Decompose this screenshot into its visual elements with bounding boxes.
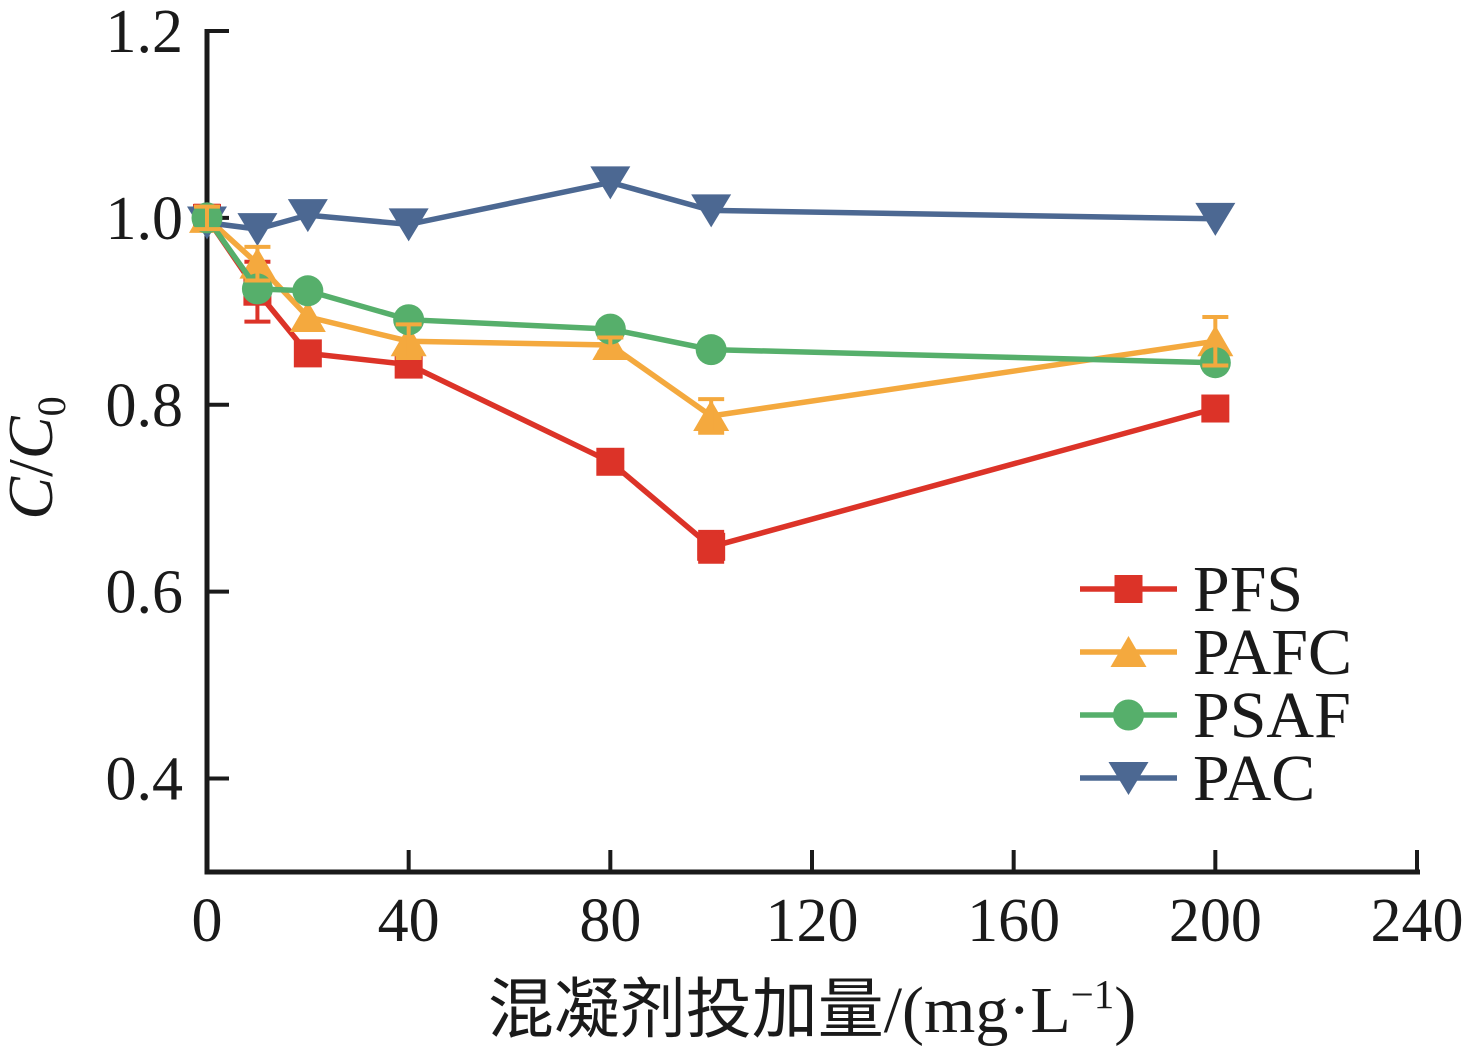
- series-markers-PAC: [187, 166, 1236, 247]
- x-tick-label-120: 120: [766, 887, 859, 955]
- x-axis-label: 混凝剂投加量/(mg·L−1): [488, 971, 1137, 1047]
- y-tick-label-0.4: 0.4: [106, 746, 184, 814]
- point-PFS-200: [1201, 394, 1230, 423]
- y-tick-label-1: 1.0: [106, 185, 184, 253]
- y-axis-label: C/C0: [0, 396, 74, 519]
- legend-item-PAFC: PAFC: [1080, 616, 1352, 689]
- y-axis-ticks: 0.4 0.6 0.8 1.0 1.2: [106, 0, 229, 814]
- series-markers-PSAF: [191, 202, 1231, 379]
- point-PFS-100: [697, 532, 726, 561]
- series-markers-PAFC: [189, 201, 1234, 431]
- point-PSAF-100: [695, 334, 727, 366]
- x-tick-label-80: 80: [579, 887, 641, 955]
- x-tick-label-40: 40: [378, 887, 440, 955]
- point-PAFC-20: [289, 300, 326, 332]
- legend-item-PSAF: PSAF: [1080, 679, 1351, 752]
- y-tick-label-0.6: 0.6: [106, 559, 184, 627]
- legend-marker-PFS: [1114, 575, 1143, 603]
- point-PAC-20: [287, 199, 328, 233]
- point-PAC-40: [388, 208, 429, 242]
- legend-label-PAC: PAC: [1193, 742, 1315, 815]
- series-markers-PFS: [193, 203, 1230, 561]
- legend-marker-PSAF: [1113, 699, 1144, 731]
- point-PSAF-40: [393, 304, 425, 336]
- legend-marker-PAC: [1108, 762, 1149, 795]
- x-axis-ticks: 0 40 80 120 160 200 240: [192, 850, 1464, 955]
- legend-marker-PAFC: [1110, 636, 1147, 667]
- y-tick-label-0.8: 0.8: [106, 372, 184, 440]
- point-PAC-10: [237, 213, 278, 247]
- legend-item-PAC: PAC: [1080, 742, 1315, 815]
- point-PSAF-20: [292, 275, 324, 307]
- point-PFS-80: [596, 447, 625, 476]
- y-tick-label-1.2: 1.2: [106, 0, 184, 66]
- series-line-PFS: [204, 216, 1217, 550]
- point-PFS-20: [293, 339, 322, 368]
- errorbars-PAFC: [194, 204, 1229, 435]
- x-tick-label-240: 240: [1371, 887, 1464, 955]
- x-tick-label-0: 0: [192, 887, 223, 955]
- point-PAC-100: [691, 194, 732, 228]
- legend-label-PSAF: PSAF: [1193, 679, 1351, 752]
- x-tick-label-200: 200: [1169, 887, 1262, 955]
- x-tick-label-160: 160: [967, 887, 1060, 955]
- point-PAC-200: [1195, 202, 1236, 236]
- point-PAC-80: [590, 166, 631, 200]
- legend-label-PFS: PFS: [1193, 553, 1303, 626]
- legend-item-PFS: PFS: [1080, 553, 1303, 626]
- errorbars-PFS: [194, 203, 725, 564]
- series-line-PAFC: [205, 215, 1216, 419]
- legend-label-PAFC: PAFC: [1193, 616, 1352, 689]
